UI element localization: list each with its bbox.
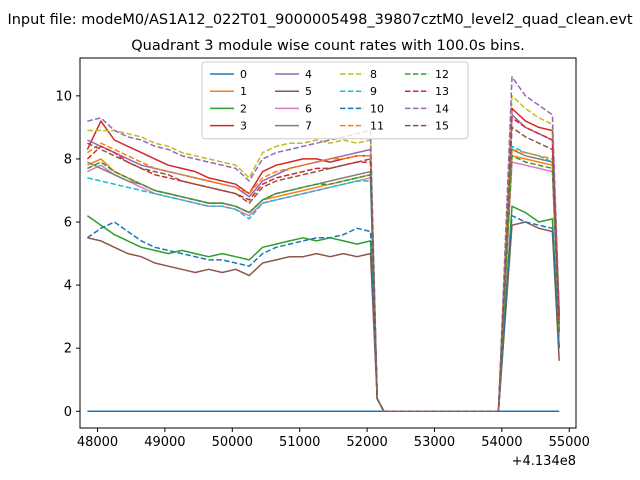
x-offset-label: +4.134e8 xyxy=(512,454,576,469)
y-tick-label: 8 xyxy=(64,152,72,167)
legend-label-10: 10 xyxy=(370,102,384,115)
legend-label-7: 7 xyxy=(305,120,312,133)
y-tick-label: 4 xyxy=(64,279,72,294)
legend-label-12: 12 xyxy=(435,68,449,81)
y-tick-label: 6 xyxy=(64,216,72,231)
legend-label-0: 0 xyxy=(240,68,247,81)
series-line-13 xyxy=(86,117,560,413)
x-tick-label: 55000 xyxy=(549,435,590,450)
series-line-5 xyxy=(87,221,560,413)
legend-label-11: 11 xyxy=(370,120,384,133)
legend-label-2: 2 xyxy=(240,102,247,115)
series-line-15 xyxy=(87,126,560,413)
legend-label-5: 5 xyxy=(305,85,312,98)
x-tick-label: 52000 xyxy=(346,435,387,450)
series-line-10 xyxy=(86,214,560,413)
series-line-3 xyxy=(86,107,560,413)
legend-label-3: 3 xyxy=(240,120,247,133)
x-tick-label: 49000 xyxy=(144,435,185,450)
x-tick-label: 50000 xyxy=(212,435,253,450)
legend-label-6: 6 xyxy=(305,102,312,115)
legend-label-15: 15 xyxy=(435,120,449,133)
legend-label-9: 9 xyxy=(370,85,377,98)
x-tick-label: 48000 xyxy=(77,435,118,450)
figure-suptitle: Input file: modeM0/AS1A12_022T01_9000005… xyxy=(7,12,632,28)
legend-label-13: 13 xyxy=(435,85,449,98)
legend-box xyxy=(201,61,469,140)
chart-title: Quadrant 3 module wise count rates with … xyxy=(131,38,525,54)
y-tick-label: 2 xyxy=(64,342,72,357)
y-tick-label: 10 xyxy=(55,89,72,104)
x-tick-label: 53000 xyxy=(414,435,455,450)
legend-label-4: 4 xyxy=(305,68,312,81)
x-tick-label: 54000 xyxy=(481,435,522,450)
series-line-6 xyxy=(87,161,560,413)
legend-label-1: 1 xyxy=(240,85,247,98)
series-line-11 xyxy=(86,142,560,413)
x-tick-label: 51000 xyxy=(279,435,320,450)
legend-label-8: 8 xyxy=(370,68,377,81)
series-line-12 xyxy=(87,155,560,413)
plot-area xyxy=(86,76,560,413)
series-line-8 xyxy=(87,95,560,413)
y-tick-label: 0 xyxy=(64,405,72,420)
axes-ticks: 48000 49000 50000 51000 52000 53000 54000 55000… xyxy=(55,89,589,450)
legend-label-14: 14 xyxy=(435,102,449,115)
axes-frame xyxy=(79,57,577,429)
